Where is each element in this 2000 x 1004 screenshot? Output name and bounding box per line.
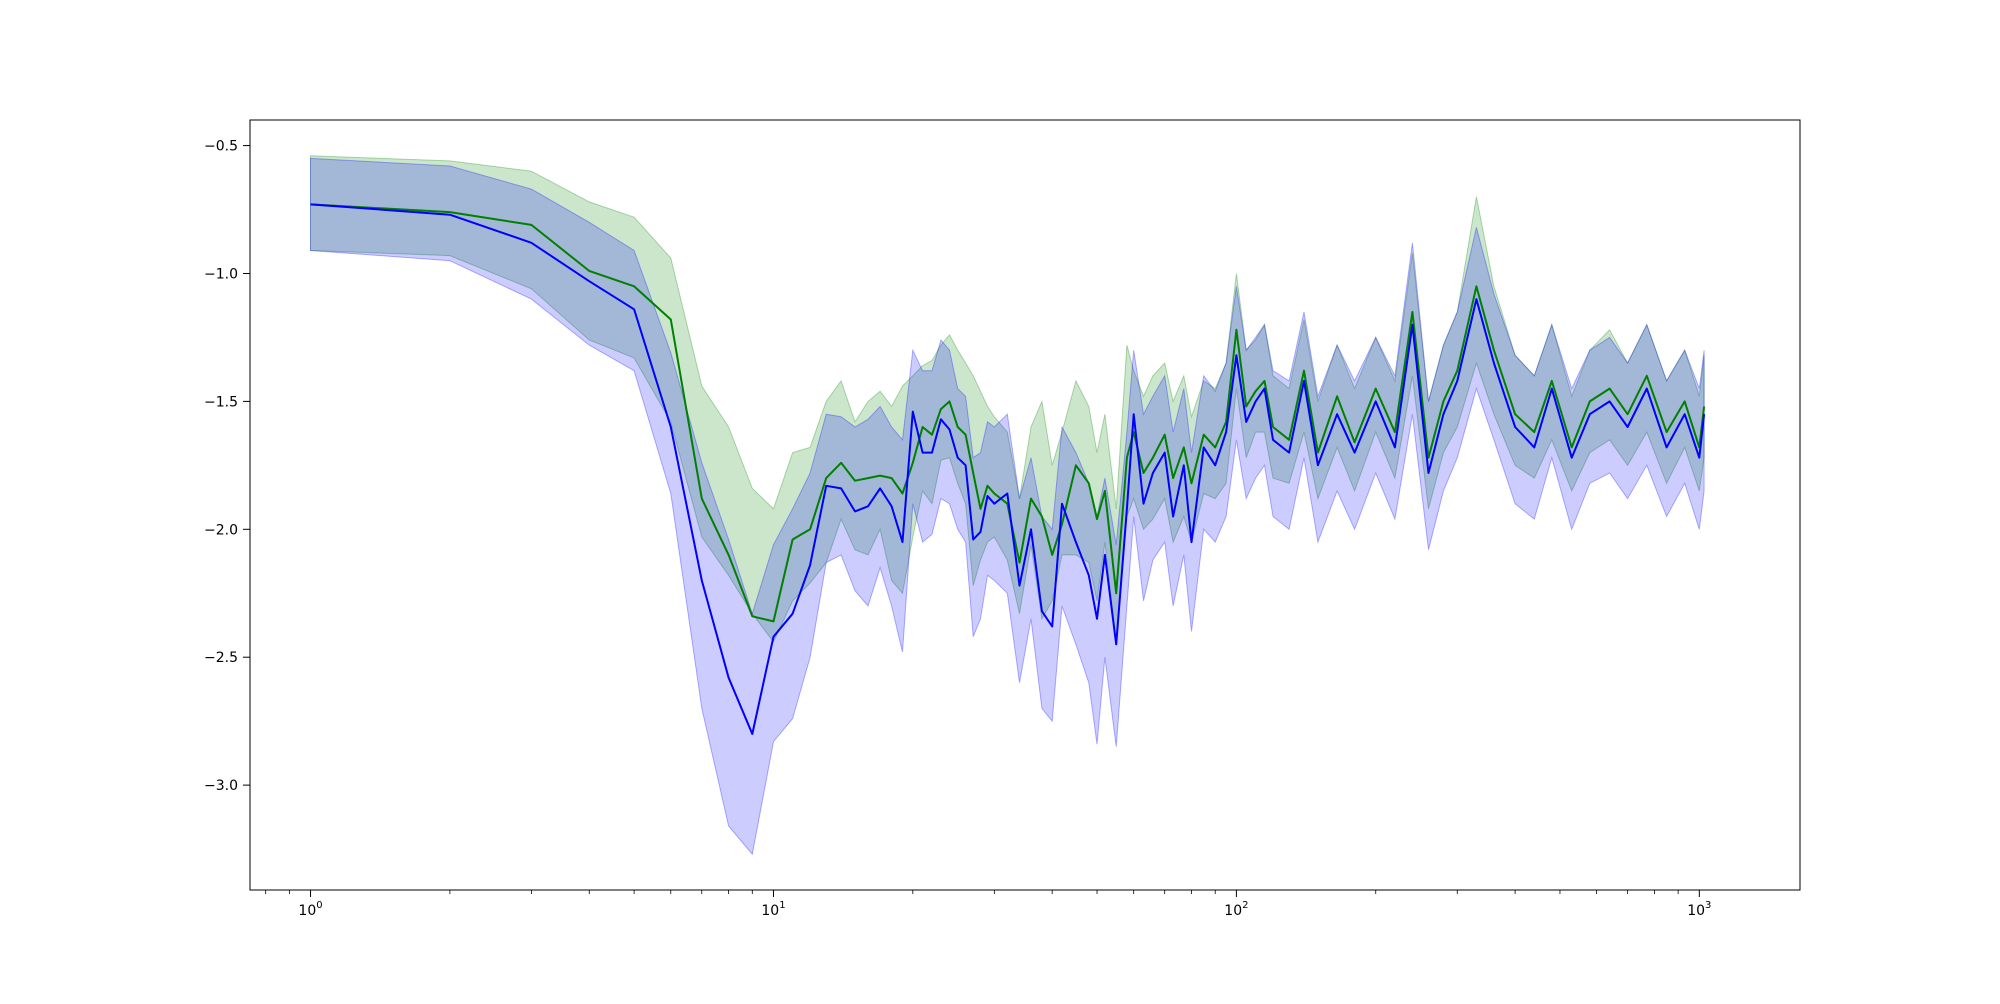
x-tick-label: 101 bbox=[761, 900, 785, 919]
band-series-1 bbox=[310, 155, 1705, 645]
y-tick-label: −2.5 bbox=[204, 650, 238, 666]
x-tick-label: 100 bbox=[298, 900, 322, 919]
y-axis: −0.5 −1.0 −1.5 −2.0 −2.5 −3.0 bbox=[204, 139, 250, 794]
y-tick-label: −3.0 bbox=[204, 778, 238, 794]
y-tick-label: −1.5 bbox=[204, 394, 238, 410]
series-lines bbox=[310, 203, 1706, 735]
line-series-1 bbox=[310, 203, 1706, 623]
y-tick-label: −0.5 bbox=[204, 139, 238, 155]
y-tick-label: −2.0 bbox=[204, 522, 238, 538]
line-series-2 bbox=[310, 203, 1706, 735]
x-axis: 100 101 102 103 bbox=[265, 890, 1711, 919]
y-tick-label: −1.0 bbox=[204, 266, 238, 282]
plot-frame bbox=[249, 119, 1801, 891]
x-tick-label: 103 bbox=[1687, 900, 1711, 919]
x-tick-label: 102 bbox=[1224, 900, 1248, 919]
